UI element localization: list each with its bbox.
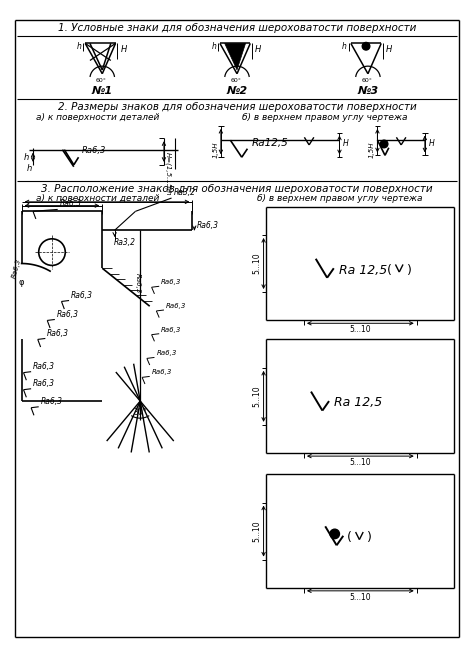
Text: б) в верхнем правом углу чертежа: б) в верхнем правом углу чертежа bbox=[243, 113, 408, 122]
Circle shape bbox=[362, 43, 370, 50]
Text: Ra3,2: Ra3,2 bbox=[114, 238, 136, 247]
Text: Ra12,5: Ra12,5 bbox=[251, 138, 288, 148]
Text: 1. Условные знаки для обозначения шероховатости поверхности: 1. Условные знаки для обозначения шерохо… bbox=[58, 23, 416, 34]
Text: Ra6,3: Ra6,3 bbox=[166, 303, 186, 309]
Text: Ra6,3: Ra6,3 bbox=[41, 397, 63, 406]
Text: б) в верхнем правом углу чертежа: б) в верхнем правом углу чертежа bbox=[257, 194, 422, 204]
Text: Ra 12,5: Ra 12,5 bbox=[338, 263, 387, 277]
Text: Ra6,3: Ra6,3 bbox=[47, 328, 69, 338]
Text: H: H bbox=[428, 139, 434, 148]
Text: №1: №1 bbox=[91, 86, 113, 96]
Text: 2. Размеры знаков для обозначения шероховатости поверхности: 2. Размеры знаков для обозначения шерохо… bbox=[58, 102, 416, 112]
Text: Ra3,2: Ra3,2 bbox=[173, 188, 195, 197]
Text: Ra6,3: Ra6,3 bbox=[161, 279, 182, 285]
Text: 5...10: 5...10 bbox=[253, 253, 262, 275]
Text: h: h bbox=[211, 42, 216, 51]
Text: H=(1,5...5)h: H=(1,5...5)h bbox=[164, 152, 171, 195]
Text: Ra6,3: Ra6,3 bbox=[33, 362, 55, 371]
Text: №3: №3 bbox=[357, 86, 379, 96]
Text: H: H bbox=[386, 45, 392, 54]
Text: 1,5H: 1,5H bbox=[212, 141, 218, 158]
Circle shape bbox=[380, 140, 388, 148]
Text: Ra6,3: Ra6,3 bbox=[11, 258, 22, 279]
Text: Ra6,3: Ra6,3 bbox=[197, 221, 219, 230]
Text: H: H bbox=[255, 45, 261, 54]
Text: 5...10: 5...10 bbox=[349, 458, 371, 467]
Text: а) к поверхности деталей: а) к поверхности деталей bbox=[36, 113, 159, 122]
Text: H: H bbox=[120, 45, 127, 54]
Text: h: h bbox=[342, 42, 347, 51]
Text: Ra6,3: Ra6,3 bbox=[134, 273, 140, 294]
Text: Ra6,3: Ra6,3 bbox=[156, 350, 177, 357]
Text: Ra6,3: Ra6,3 bbox=[71, 290, 93, 300]
Text: h: h bbox=[76, 42, 82, 51]
Text: (: ( bbox=[387, 263, 392, 277]
Text: Ra6,3: Ra6,3 bbox=[57, 309, 79, 319]
Text: Ra6,3: Ra6,3 bbox=[161, 327, 182, 332]
Text: ): ) bbox=[367, 532, 372, 544]
Circle shape bbox=[330, 529, 339, 539]
Text: 60°: 60° bbox=[231, 78, 241, 83]
Text: 30°: 30° bbox=[133, 408, 147, 417]
Text: 5...10: 5...10 bbox=[253, 386, 262, 407]
Polygon shape bbox=[225, 43, 246, 70]
Text: h: h bbox=[27, 164, 32, 173]
Text: 60°: 60° bbox=[96, 78, 107, 83]
Text: Ra6,3: Ra6,3 bbox=[33, 379, 55, 388]
Text: 5...10: 5...10 bbox=[349, 593, 371, 602]
Text: 60°: 60° bbox=[362, 78, 373, 83]
Text: а) к поверхности деталей: а) к поверхности деталей bbox=[36, 194, 159, 204]
Text: 5...10: 5...10 bbox=[253, 520, 262, 542]
Text: 5...10: 5...10 bbox=[349, 325, 371, 334]
Text: Ra 12,5: Ra 12,5 bbox=[334, 396, 382, 409]
Text: 1,5H: 1,5H bbox=[369, 141, 375, 158]
Text: (: ( bbox=[347, 532, 352, 544]
Text: ): ) bbox=[407, 263, 412, 277]
Text: Ra6,3: Ra6,3 bbox=[152, 369, 172, 375]
Text: 3. Расположение знаков для обозначения шероховатости поверхности: 3. Расположение знаков для обозначения ш… bbox=[41, 183, 433, 194]
Text: Ra6,3: Ra6,3 bbox=[82, 146, 106, 155]
Text: h: h bbox=[24, 152, 29, 162]
Text: φ: φ bbox=[18, 278, 24, 287]
Text: №2: №2 bbox=[227, 86, 247, 96]
Text: H: H bbox=[343, 139, 349, 148]
Text: Ra6,3: Ra6,3 bbox=[60, 200, 82, 208]
